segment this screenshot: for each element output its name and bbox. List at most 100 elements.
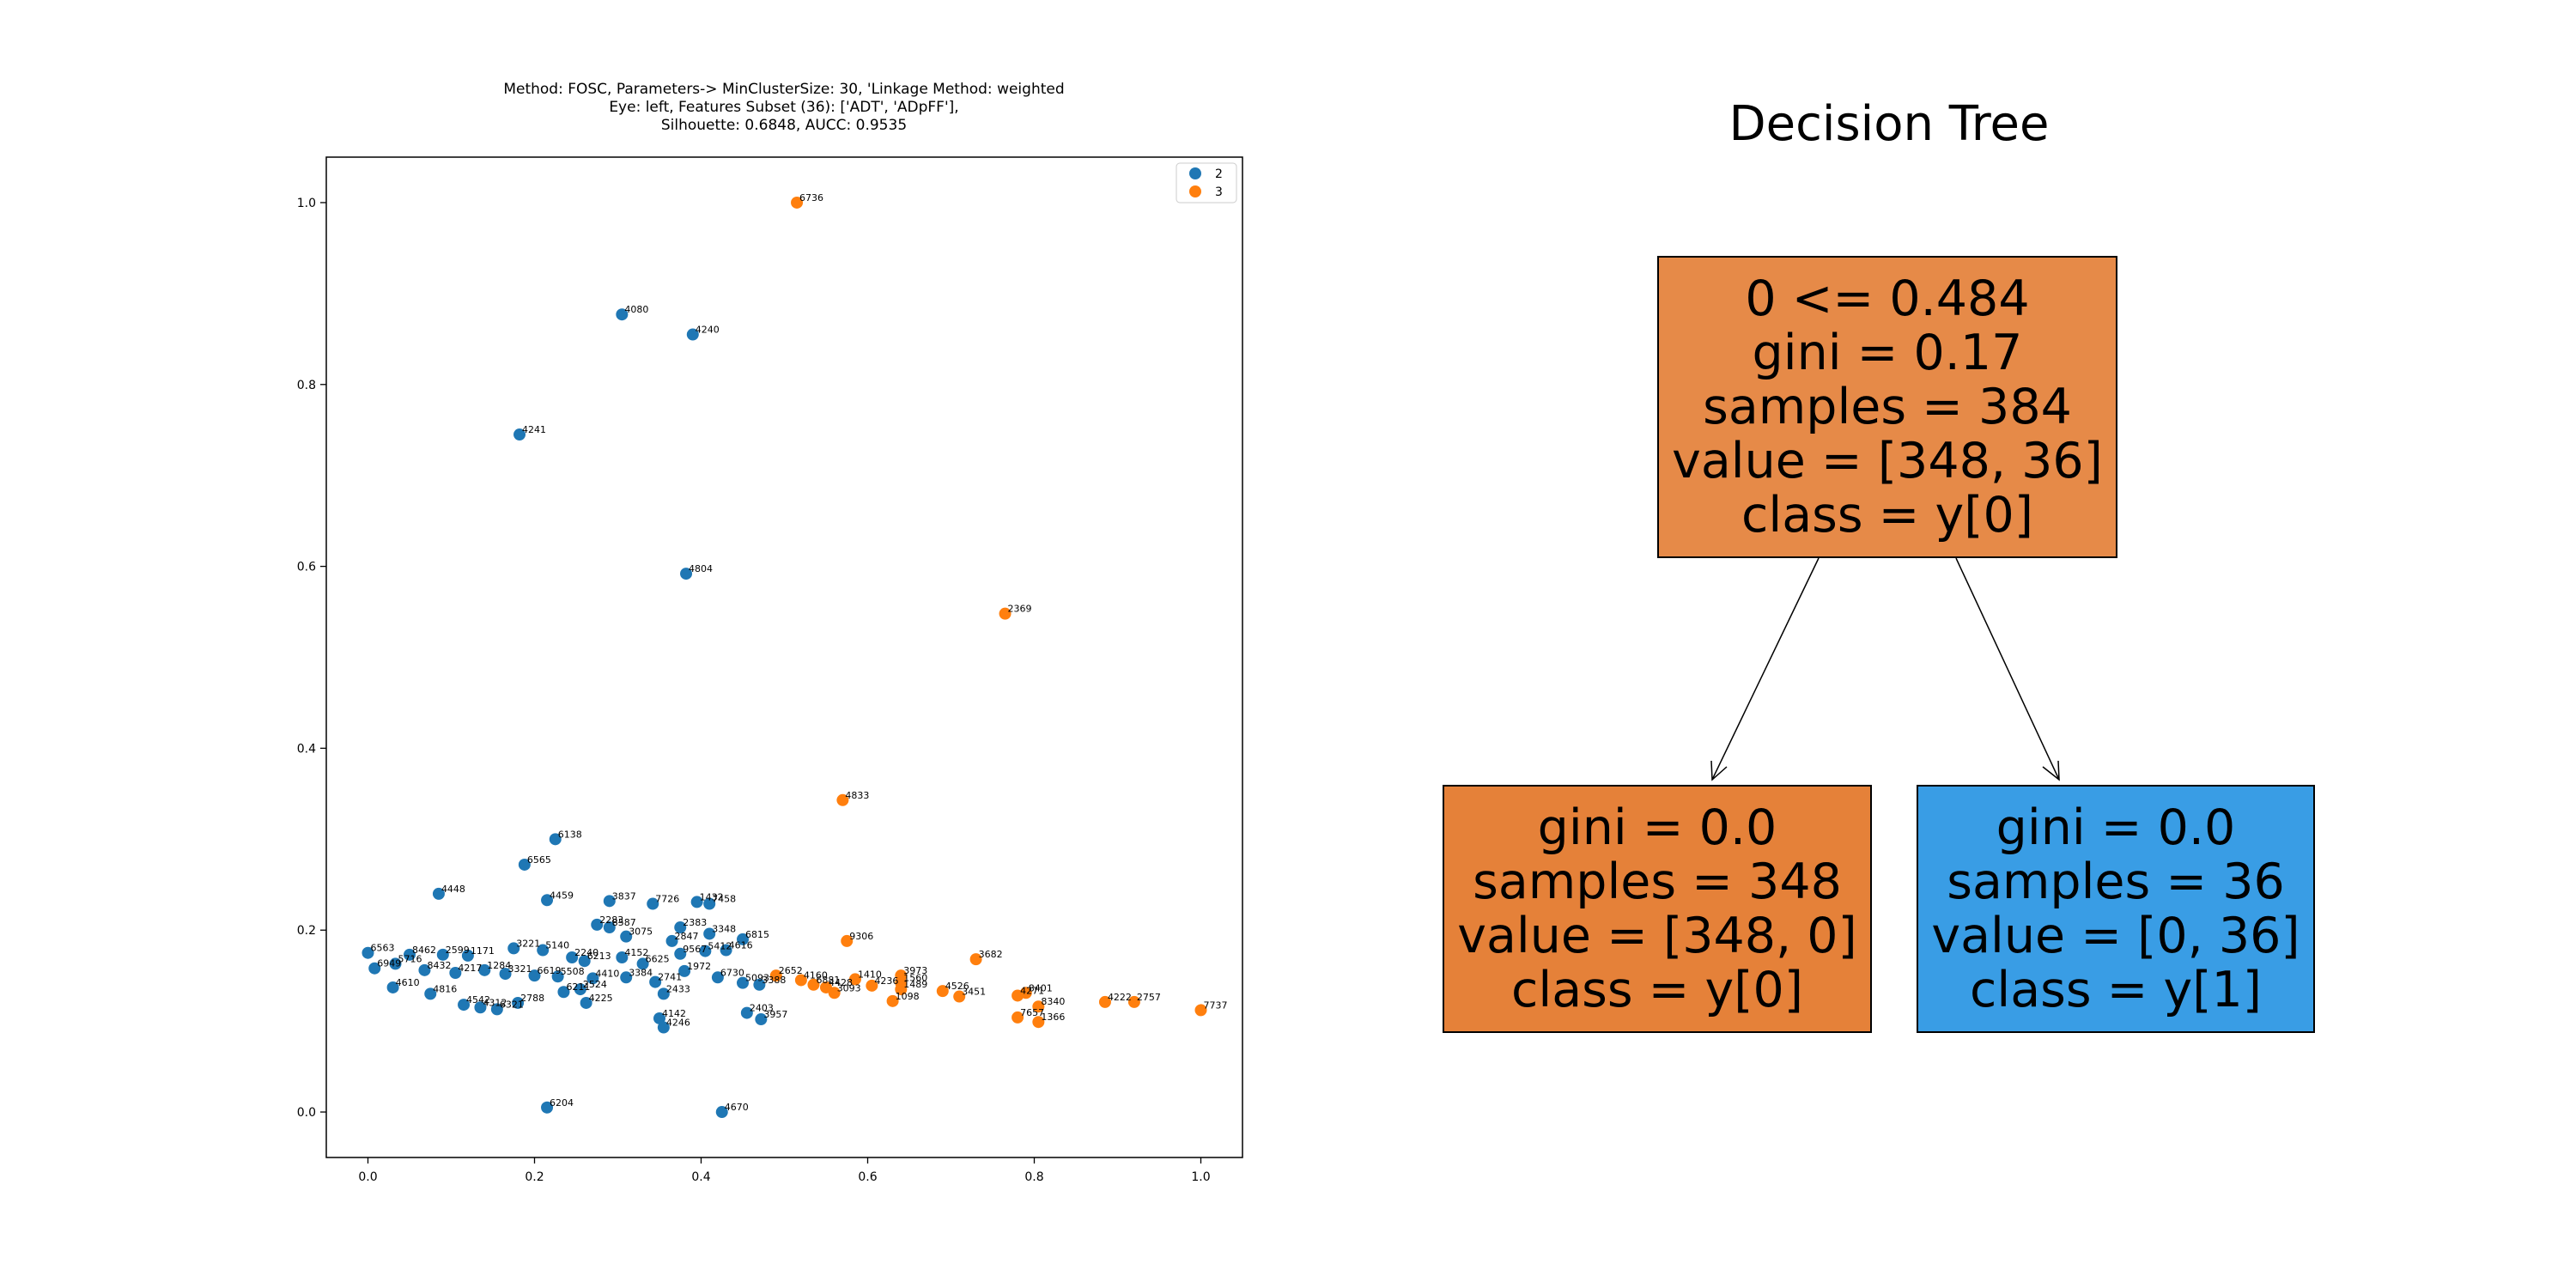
scatter-point	[580, 996, 592, 1009]
y-tick-label: 0.8	[297, 379, 316, 392]
x-tick-label: 0.0	[358, 1170, 377, 1184]
scatter-point	[848, 973, 861, 986]
chart-title: Method: FOSC, Parameters-> MinClusterSiz…	[503, 81, 1064, 134]
scatter-point	[807, 978, 820, 991]
point-label: 9567	[683, 944, 707, 955]
scatter-point	[386, 981, 399, 993]
point-label: 3075	[629, 927, 653, 938]
scatter-point	[866, 979, 878, 992]
scatter-point	[541, 894, 554, 907]
scatter-point	[404, 948, 416, 961]
node-line: class = y[0]	[1741, 486, 2033, 544]
scatter-point	[836, 793, 849, 806]
legend: 23	[1176, 162, 1237, 204]
node-line: gini = 0.17	[1752, 324, 2023, 381]
node-line: value = [348, 36]	[1672, 432, 2103, 489]
scatter-point	[586, 972, 599, 985]
point-label: 4241	[522, 424, 546, 435]
scatter-point	[794, 974, 807, 987]
point-label: 1489	[903, 979, 927, 990]
scatter-point	[418, 963, 431, 976]
scatter-point	[665, 934, 678, 947]
point-label: 2283	[599, 914, 623, 926]
point-label: 4670	[725, 1102, 749, 1113]
scatter-point	[636, 957, 649, 970]
scatter-point	[461, 949, 474, 962]
point-label: 6563	[371, 943, 395, 954]
point-label: 3348	[712, 923, 736, 934]
point-label: 5412	[708, 941, 732, 952]
point-label: 4610	[396, 977, 420, 988]
scatter-point	[828, 987, 841, 999]
scatter-point	[753, 978, 766, 991]
scatter-point	[1127, 995, 1140, 1008]
scatter-point	[737, 933, 749, 945]
point-label: 5093	[745, 973, 769, 984]
tree-node-root: 0 <= 0.484 gini = 0.17 samples = 384 val…	[1657, 256, 2117, 558]
edge-root-left	[1711, 557, 1820, 781]
scatter-point	[1098, 995, 1111, 1008]
scatter-point	[649, 975, 662, 988]
scatter-point	[424, 987, 437, 1000]
point-label: 4225	[589, 993, 613, 1004]
scatter-point	[499, 968, 512, 981]
point-label: 3837	[612, 890, 636, 902]
point-label: 4152	[624, 947, 648, 958]
scatter-point	[657, 987, 670, 1000]
scatter-point	[680, 568, 693, 580]
point-label: 2524	[583, 979, 607, 990]
legend-label: 2	[1215, 167, 1223, 181]
plot-area-frame	[325, 156, 1243, 1158]
point-label: 2369	[1008, 604, 1032, 615]
scatter-point	[361, 946, 374, 959]
point-label: 1284	[487, 960, 511, 971]
x-tick-label: 0.8	[1024, 1170, 1043, 1184]
scatter-point	[653, 1012, 665, 1024]
scatter-point	[616, 951, 629, 963]
node-line: value = [0, 36]	[1931, 907, 2300, 964]
y-axis: 0.0 0.2 0.4 0.6 0.8 1.0	[297, 197, 326, 1120]
scatter-point	[703, 927, 716, 940]
point-label: 3384	[629, 967, 653, 978]
point-label: 2741	[658, 972, 682, 983]
scatter-point	[458, 999, 471, 1012]
point-label: 2403	[750, 1003, 774, 1014]
scatter-point	[711, 971, 724, 984]
node-line: samples = 36	[1947, 853, 2285, 910]
point-label: 6565	[527, 854, 551, 866]
scatter-point	[478, 963, 491, 976]
node-line: gini = 0.0	[1996, 799, 2236, 856]
point-label: 4240	[696, 325, 720, 336]
scatter-point	[737, 976, 749, 989]
scatter-point	[566, 951, 579, 963]
scatter-point	[574, 983, 586, 996]
node-line: samples = 348	[1473, 853, 1842, 910]
scatter-point	[603, 895, 616, 908]
scatter-point	[449, 967, 462, 980]
edge-root-right	[1955, 557, 2060, 781]
point-label: 1560	[903, 973, 927, 984]
node-line: class = y[0]	[1511, 961, 1803, 1018]
y-tick-label: 1.0	[297, 197, 316, 210]
point-label: 4271	[1020, 985, 1044, 996]
scatter-point	[895, 983, 908, 996]
point-label: 4222	[1108, 992, 1132, 1003]
x-tick-label: 0.4	[691, 1170, 710, 1184]
point-label: 2788	[520, 993, 544, 1004]
tree-node-left: gini = 0.0 samples = 348 value = [348, 0…	[1443, 785, 1872, 1033]
point-label: 5140	[545, 940, 569, 951]
scatter-point	[1194, 1004, 1207, 1017]
point-label: 8462	[412, 945, 436, 956]
scatter-point	[474, 1001, 487, 1014]
node-line: 0 <= 0.484	[1745, 270, 2030, 327]
scatter-point	[512, 996, 525, 1009]
scatter-point	[755, 1013, 768, 1026]
node-line: value = [348, 0]	[1457, 907, 1857, 964]
scatter-point	[936, 985, 949, 998]
scatter-point	[678, 964, 691, 977]
scatter-point	[620, 930, 633, 943]
point-label: 8432	[427, 960, 451, 971]
scatter-point	[557, 986, 570, 999]
node-line: samples = 384	[1703, 378, 2072, 435]
